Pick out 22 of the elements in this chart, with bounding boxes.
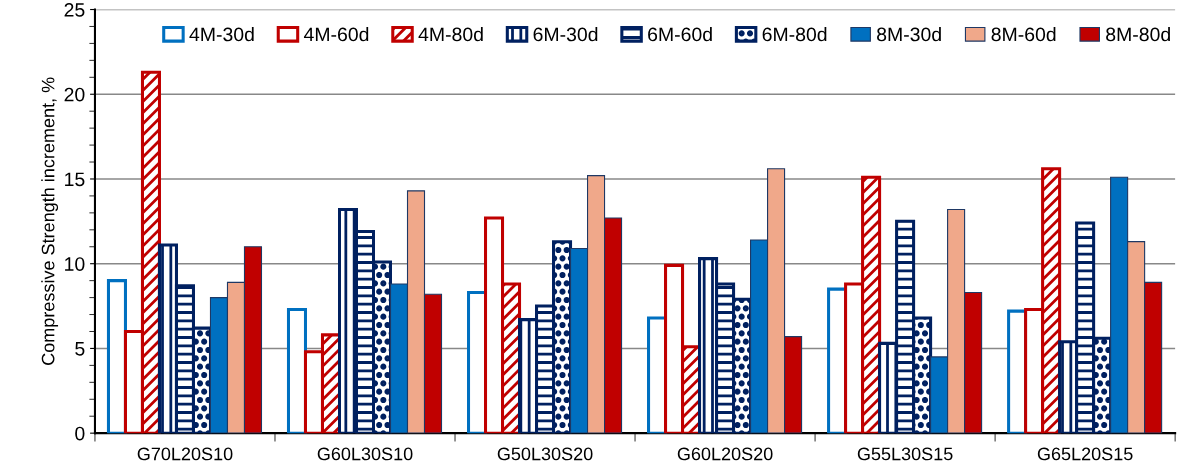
legend-label: 4M-80d (418, 27, 483, 42)
x-tick-label: G50L30S20 (497, 447, 593, 461)
y-tick-label: 20 (64, 87, 85, 102)
legend-label: 8M-80d (1106, 27, 1170, 42)
legend-label: 6M-30d (533, 27, 598, 42)
x-tick-label: G65L20S15 (1037, 447, 1133, 461)
legend-label: 8M-60d (991, 27, 1056, 42)
legend-label: 6M-60d (648, 27, 712, 42)
legend-label: 4M-30d (189, 27, 254, 42)
x-tick-label: G60L30S10 (317, 447, 413, 461)
y-tick-label: 0 (75, 426, 85, 441)
y-axis-title: Compressive Strength increment, % (41, 77, 59, 365)
legend-label: 8M-30d (877, 27, 941, 42)
x-tick-label: G60L20S20 (677, 447, 773, 461)
legend-label: 6M-80d (762, 27, 827, 42)
x-tick-label: G70L20S10 (137, 447, 233, 461)
x-tick-label: G55L30S15 (857, 447, 953, 461)
y-tick-label: 5 (75, 342, 85, 356)
y-tick-label: 10 (65, 257, 85, 271)
y-tick-label: 25 (64, 2, 85, 17)
legend-label: 4M-60d (303, 27, 369, 42)
y-tick-label: 15 (65, 172, 85, 187)
